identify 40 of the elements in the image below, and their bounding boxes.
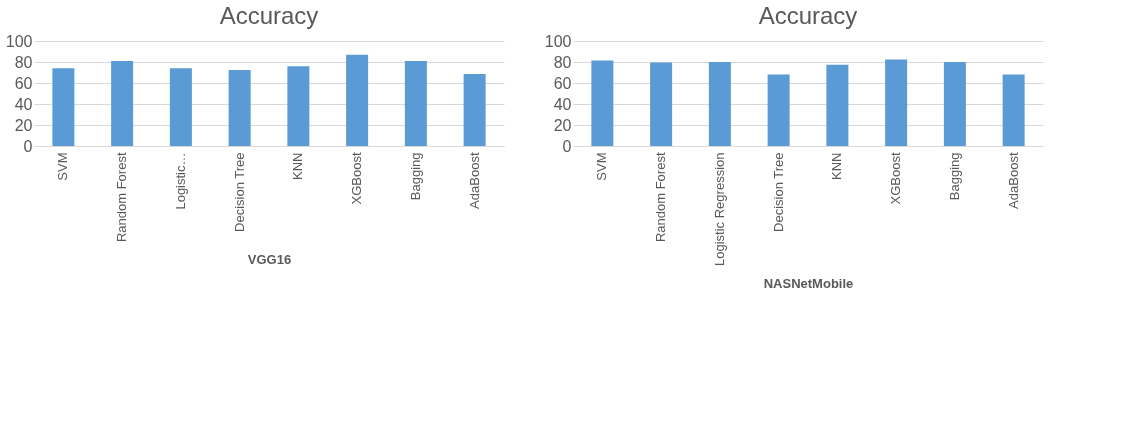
x-tick-label: Bagging	[946, 152, 962, 201]
bar	[885, 59, 908, 146]
x-tick-label: SVM	[594, 152, 610, 181]
bar	[767, 74, 790, 146]
bar	[708, 62, 731, 146]
x-tick-label: Decision Tree	[231, 152, 247, 232]
y-tick-label: 0	[23, 137, 33, 155]
x-tick-label: Random Forest	[114, 152, 130, 243]
y-tick-label: 40	[14, 95, 33, 113]
y-tick-label: 100	[5, 32, 33, 50]
bar	[943, 62, 966, 146]
x-tick-label: AdaBoost	[1005, 152, 1021, 209]
x-tick-label: AdaBoost	[466, 152, 482, 209]
bar	[650, 62, 673, 146]
x-tick-label: Logistic Regression	[711, 152, 727, 266]
chart-title: Accuracy	[219, 2, 319, 29]
y-tick-label: 60	[14, 74, 33, 92]
x-axis-title: NASNetMobile	[763, 275, 854, 291]
y-tick-label: 0	[562, 137, 572, 155]
y-tick-label: 60	[553, 74, 572, 92]
y-tick-label: 20	[553, 116, 572, 134]
x-tick-label: SVM	[55, 152, 71, 181]
bar	[826, 64, 849, 146]
x-axis-title: VGG16	[247, 252, 292, 268]
x-tick-label: KNN	[829, 152, 845, 180]
x-tick-label: KNN	[290, 152, 306, 180]
x-tick-label: Random Forest	[653, 152, 669, 243]
x-tick-label: Decision Tree	[770, 152, 786, 232]
y-tick-label: 40	[553, 95, 572, 113]
chart-title: Accuracy	[758, 2, 858, 29]
x-tick-label: Logistic…	[172, 152, 188, 210]
y-tick-label: 80	[14, 53, 33, 71]
x-tick-label: XGBoost	[349, 152, 365, 205]
y-tick-label: 100	[544, 32, 572, 50]
x-tick-label: Bagging	[407, 152, 423, 201]
y-tick-label: 20	[14, 116, 33, 134]
y-tick-label: 80	[553, 53, 572, 71]
bar	[1002, 74, 1025, 146]
bar	[591, 60, 614, 146]
x-tick-label: XGBoost	[888, 152, 904, 205]
